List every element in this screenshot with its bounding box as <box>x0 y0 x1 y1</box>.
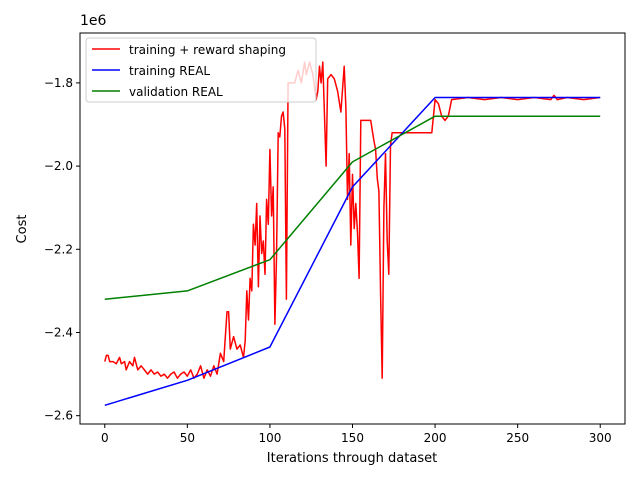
x-tick-label: 300 <box>589 431 612 445</box>
x-axis-label: Iterations through dataset <box>267 451 437 466</box>
legend-label: training REAL <box>129 64 210 78</box>
y-offset-label: 1e6 <box>80 13 107 29</box>
y-tick-label: −2.0 <box>44 159 73 173</box>
series-line-validation-real <box>104 115 601 300</box>
legend-label: training + reward shaping <box>129 43 286 57</box>
y-axis-label: Cost <box>15 215 30 244</box>
x-tick-label: 250 <box>506 431 529 445</box>
y-tick-label: −2.4 <box>44 325 73 339</box>
x-tick-label: 0 <box>101 431 109 445</box>
x-tick-label: 150 <box>341 431 364 445</box>
x-tick-label: 50 <box>180 431 195 445</box>
x-tick-label: 200 <box>424 431 447 445</box>
x-tick-label: 100 <box>258 431 281 445</box>
y-tick-label: −2.6 <box>44 409 73 423</box>
y-axis: −2.6 −2.4 −2.2 −2.0 −1.8 <box>44 76 80 423</box>
legend-label: validation REAL <box>129 85 223 99</box>
legend-box <box>85 37 317 103</box>
x-axis: 0 50 100 150 200 250 300 <box>101 424 612 445</box>
series-line-training-real <box>104 96 601 407</box>
legend: training + reward shaping training REAL va… <box>85 37 317 103</box>
series-layer <box>104 61 601 407</box>
y-tick-label: −1.8 <box>44 76 73 90</box>
y-tick-label: −2.2 <box>44 242 73 256</box>
